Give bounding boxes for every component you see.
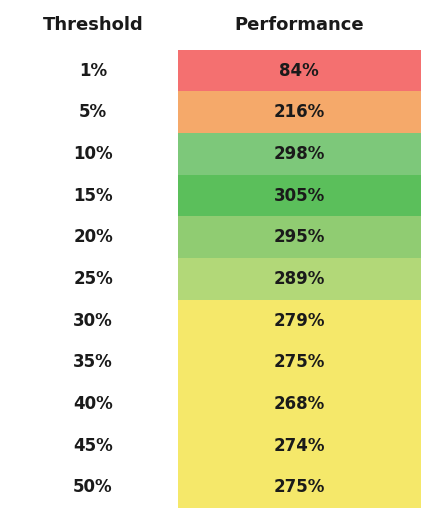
Text: 298%: 298% (274, 145, 325, 163)
Text: Performance: Performance (234, 16, 364, 34)
Text: 50%: 50% (73, 478, 113, 496)
Text: 30%: 30% (73, 312, 113, 330)
Bar (178, 50, 421, 91)
Text: 10%: 10% (73, 145, 113, 163)
Text: Threshold: Threshold (43, 16, 143, 34)
Text: 15%: 15% (73, 187, 113, 204)
Text: 20%: 20% (73, 228, 113, 246)
Text: 216%: 216% (274, 103, 325, 121)
Bar (178, 342, 421, 383)
Text: 275%: 275% (274, 353, 325, 371)
Text: 25%: 25% (73, 270, 113, 288)
Text: 275%: 275% (274, 478, 325, 496)
Text: 1%: 1% (79, 62, 107, 80)
Text: 274%: 274% (274, 436, 325, 454)
Bar (178, 258, 421, 300)
Text: 35%: 35% (73, 353, 113, 371)
Text: 279%: 279% (274, 312, 325, 330)
Bar (178, 424, 421, 466)
Text: 45%: 45% (73, 436, 113, 454)
Text: 295%: 295% (274, 228, 325, 246)
Bar (178, 466, 421, 508)
Text: 84%: 84% (280, 62, 319, 80)
Text: 40%: 40% (73, 395, 113, 413)
Bar (178, 133, 421, 175)
Text: 5%: 5% (79, 103, 107, 121)
Bar (178, 174, 421, 216)
Bar (178, 216, 421, 258)
Text: 305%: 305% (274, 187, 325, 204)
Text: 268%: 268% (274, 395, 325, 413)
Bar (178, 383, 421, 424)
Bar (178, 300, 421, 342)
Text: 289%: 289% (274, 270, 325, 288)
Bar (178, 91, 421, 133)
